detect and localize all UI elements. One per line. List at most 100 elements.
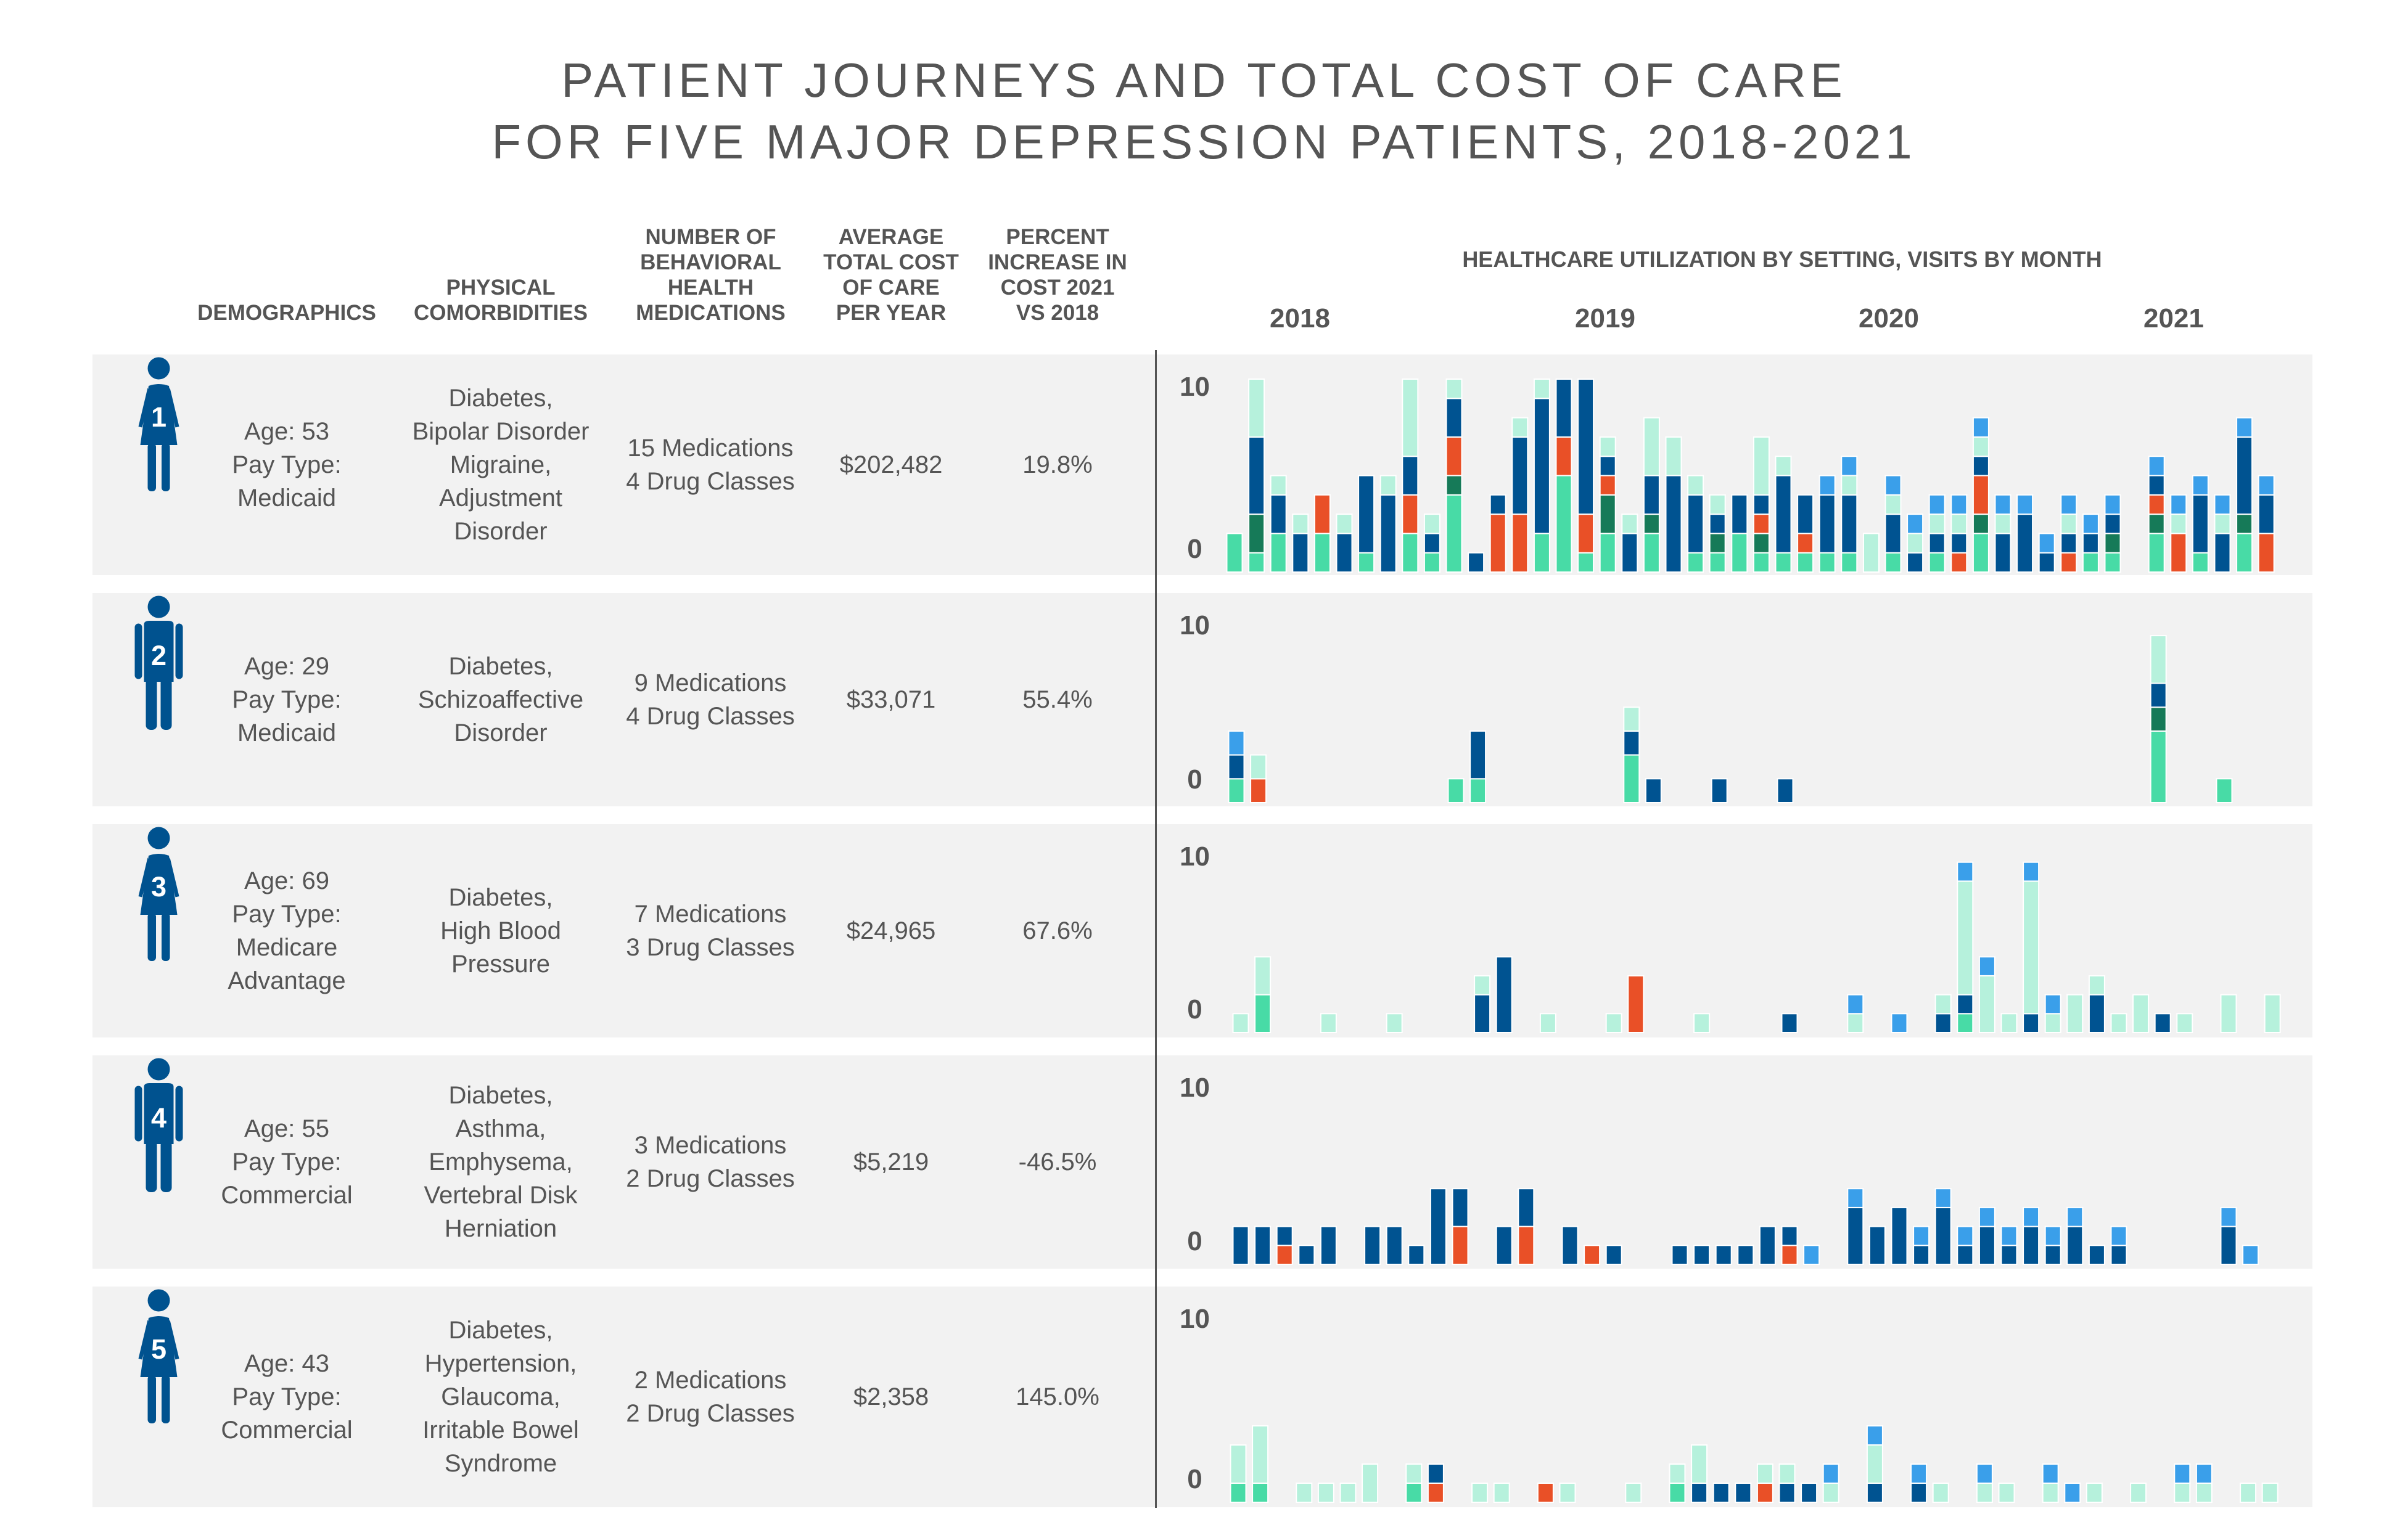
bar-segment-p5-m35-s: [1976, 1463, 1993, 1484]
bar-segment-p1-m35-m: [1972, 436, 1989, 457]
bar-segment-p1-m27-o: [1797, 533, 1814, 554]
bar-segment-p1-m14-o: [1511, 514, 1529, 573]
header-average-cost: AVERAGE TOTAL COST OF CARE PER YEAR: [814, 224, 968, 325]
bar-segment-p1-m35-d: [1972, 514, 1989, 534]
bar-segment-p1-m47-b: [2236, 436, 2253, 515]
bar-segment-p4-m29-s: [1847, 1188, 1864, 1208]
percent-increase-cell: 67.6%: [990, 824, 1125, 1037]
bar-segment-p1-m35-b: [1972, 456, 1989, 477]
bar-segment-p1-m23-d: [1709, 533, 1726, 554]
bar-segment-p2-m1-g: [1228, 778, 1245, 804]
bar-segment-p3-m37-b: [2023, 1013, 2040, 1034]
bar-segment-p4-m26-b: [1781, 1226, 1798, 1246]
bar-segment-p1-m6-m: [1336, 514, 1353, 534]
bar-segment-p1-m10-g: [1423, 552, 1440, 573]
bar-segment-p5-m26-b: [1778, 1483, 1796, 1503]
text-line: Commercial: [221, 1417, 353, 1444]
bar-segment-p4-m27-s: [1803, 1245, 1820, 1266]
average-cost: $24,965: [846, 917, 936, 944]
bar-segment-p5-m23-b: [1712, 1483, 1730, 1503]
bar-segment-p3-m36-m: [2000, 1013, 2018, 1034]
bar-segment-p1-m43-s: [2148, 456, 2165, 477]
bar-segment-p4-m32-s: [1913, 1226, 1930, 1246]
bar-segment-p5-m30-s: [1866, 1425, 1883, 1446]
patient-number: 2: [151, 640, 166, 671]
bar-segment-p1-m2-m: [1248, 379, 1265, 438]
patient-number: 5: [151, 1333, 166, 1365]
bar-segment-p1-m3-g: [1270, 533, 1287, 573]
bar-segment-p5-m47-m: [2240, 1483, 2257, 1503]
bar-segment-p1-m12-b: [1468, 552, 1485, 573]
bar-segment-p4-m47-s: [2242, 1245, 2259, 1266]
bar-segment-p5-m28-m: [1822, 1483, 1839, 1503]
bar-segment-p2-m19-b: [1623, 730, 1640, 756]
bar-segment-p5-m44-m: [2174, 1483, 2191, 1503]
bar-segment-p5-m42-m: [2130, 1483, 2147, 1503]
bar-segment-p1-m9-m: [1402, 379, 1419, 457]
bar-segment-p4-m34-b: [1957, 1245, 1974, 1266]
bar-segment-p1-m43-g: [2148, 533, 2165, 573]
bar-segment-p5-m32-s: [1910, 1463, 1928, 1484]
medications-cell: 3 Medications 2 Drug Classes: [615, 1055, 806, 1269]
average-cost-cell: $5,219: [817, 1055, 965, 1269]
bar-segment-p1-m47-g: [2236, 533, 2253, 573]
bar-segment-p4-m14-b: [1518, 1188, 1535, 1227]
bar-segment-p5-m9-m: [1405, 1463, 1423, 1484]
bar-segment-p4-m37-b: [2023, 1226, 2040, 1265]
year-label-2018: 2018: [1270, 303, 1330, 333]
header-line: OF CARE: [842, 276, 940, 300]
percent-increase-cell: 55.4%: [990, 593, 1125, 806]
bar-segment-p1-m10-m: [1423, 514, 1440, 534]
bar-segment-p3-m29-m: [1847, 1013, 1864, 1034]
header-demographics: DEMOGRAPHICS: [185, 300, 388, 325]
bar-segment-p1-m36-m: [1994, 514, 2011, 534]
text-line: High Blood: [440, 917, 561, 944]
bar-segment-p1-m43-o: [2148, 494, 2165, 515]
bar-segment-p4-m14-o: [1518, 1226, 1535, 1265]
header-line: BEHAVIORAL: [640, 250, 781, 274]
patient-number: 4: [151, 1102, 166, 1134]
age: Age: 43: [244, 1350, 329, 1377]
bar-segment-p1-m2-d: [1248, 514, 1265, 554]
bar-segment-p1-m15-b: [1533, 398, 1550, 534]
bar-segment-p1-m23-g: [1709, 552, 1726, 573]
bar-segment-p1-m17-b: [1577, 379, 1595, 515]
bar-segment-p1-m28-g: [1818, 552, 1836, 573]
bar-segment-p2-m2-m: [1250, 754, 1267, 780]
bar-segment-p3-m42-m: [2132, 994, 2150, 1033]
y-axis-label-10: 10: [1180, 610, 1210, 640]
bar-segment-p4-m35-b: [1978, 1226, 1995, 1265]
bar-segment-p5-m12-m: [1471, 1483, 1489, 1503]
female-person-icon: 3: [138, 827, 179, 961]
header-percent-increase: PERCENT INCREASE IN COST 2021 VS 2018: [977, 224, 1138, 325]
percent-increase: 145.0%: [1016, 1383, 1099, 1410]
text-line: Commercial: [221, 1182, 353, 1209]
text-line: Schizoaffective: [417, 686, 584, 713]
bar-segment-p1-m20-b: [1643, 475, 1660, 515]
bar-segment-p1-m39-b: [2060, 533, 2077, 554]
bar-segment-p5-m1-m: [1230, 1444, 1247, 1484]
bar-segment-p3-m33-m: [1934, 994, 1952, 1015]
bar-segment-p5-m2-g: [1252, 1483, 1269, 1503]
year-label-2021: 2021: [2143, 303, 2204, 333]
text-line: Disorder: [454, 518, 548, 545]
comorbidities-cell: Diabetes, Schizoaffective Disorder: [396, 593, 606, 806]
bar-segment-p5-m40-m: [2085, 1483, 2103, 1503]
percent-increase: 55.4%: [1022, 686, 1093, 713]
bar-segment-p3-m38-m: [2044, 1013, 2061, 1034]
average-cost: $2,358: [853, 1383, 929, 1410]
bar-segment-p1-m18-m: [1599, 436, 1616, 457]
patient-5-bars: [1230, 1425, 2279, 1503]
bar-segment-p1-m16-b: [1555, 379, 1572, 438]
bar-segment-p3-m13-b: [1495, 956, 1513, 1033]
bar-segment-p4-m7-b: [1364, 1226, 1381, 1265]
bar-segment-p4-m25-b: [1759, 1226, 1776, 1265]
header-line: MEDICATIONS: [636, 301, 786, 325]
bar-segment-p1-m16-o: [1555, 436, 1572, 477]
patient-1-bars: [1226, 379, 2275, 573]
bar-segment-p1-m24-b: [1731, 494, 1748, 534]
bar-segment-p1-m21-m: [1665, 436, 1682, 477]
average-cost: $202,482: [839, 451, 943, 478]
bar-segment-p5-m30-m: [1866, 1444, 1883, 1484]
demographics-cell: Age: 29 Pay Type: Medicaid: [194, 593, 379, 806]
